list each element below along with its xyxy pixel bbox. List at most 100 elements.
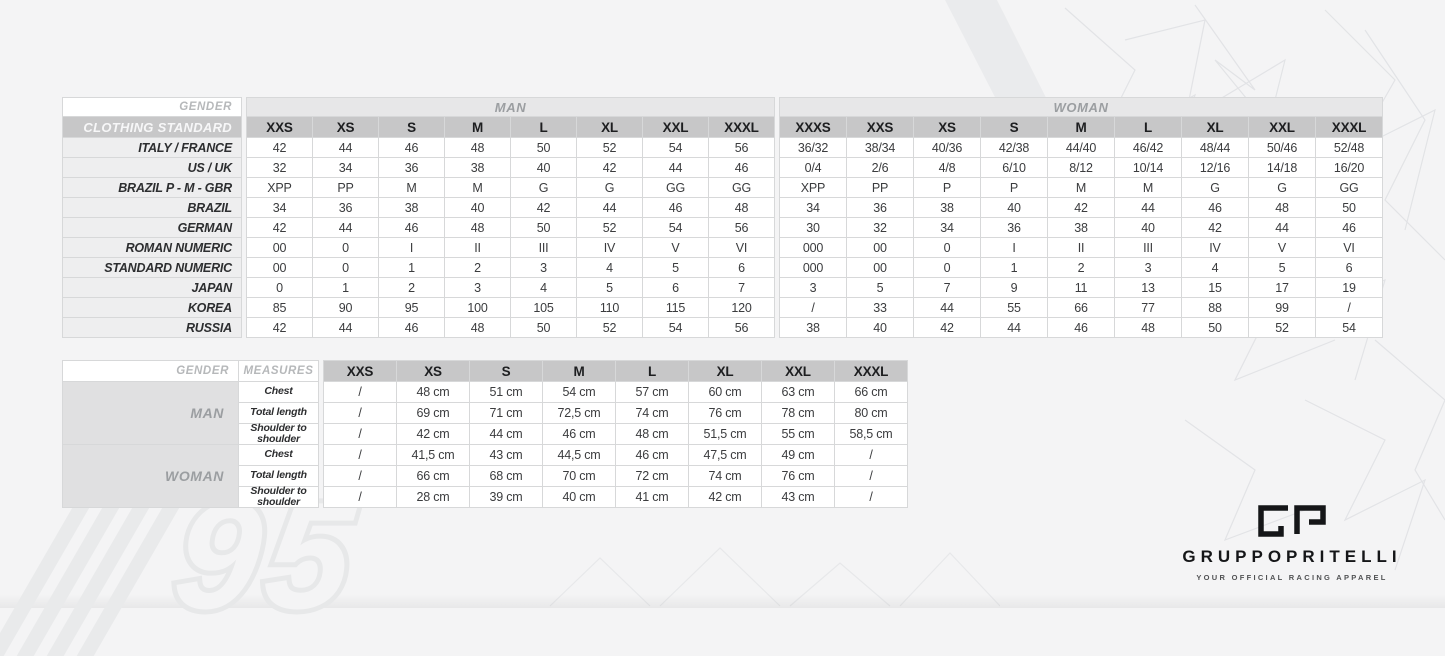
watermark-95: 95 [0,466,371,656]
measure-cell: 57 cm [616,382,688,402]
size-cell: 36 [379,158,444,177]
measure-cell: / [324,487,396,507]
gp-monogram-icon [1258,505,1326,537]
row-label: ITALY / FRANCE [63,138,241,157]
size-cell: 56 [709,318,774,337]
size-cell: GG [709,178,774,197]
size-cell: 42 [577,158,642,177]
row-label: JAPAN [63,278,241,297]
size-cell: 38 [445,158,510,177]
row-label: BRAZIL P - M - GBR [63,178,241,197]
row-label: GERMAN [63,218,241,237]
measure-cell: 41,5 cm [397,445,469,465]
size-cell: 46 [379,138,444,157]
size-cell: M [1048,178,1114,197]
size-cell: 40 [511,158,576,177]
size-cell: 40 [981,198,1047,217]
size-cell: 105 [511,298,576,317]
size-cell: 0 [914,258,980,277]
size-cell: 38 [379,198,444,217]
size-cell: 115 [643,298,708,317]
size-cell: 32 [847,218,913,237]
size-cell: 0 [914,238,980,257]
row-label: KOREA [63,298,241,317]
size-cell: 48 [1115,318,1181,337]
measure-cell: / [324,424,396,444]
size-cell: 33 [847,298,913,317]
measure-cell: 70 cm [543,466,615,486]
size-cell: G [1249,178,1315,197]
size-header: XXL [762,361,834,381]
size-cell: 54 [643,318,708,337]
size-cell: P [981,178,1047,197]
size-cell: III [511,238,576,257]
size-cell: 88 [1182,298,1248,317]
size-cell: 44 [914,298,980,317]
measure-cell: 72,5 cm [543,403,615,423]
row-label: RUSSIA [63,318,241,337]
size-conversion-table: GENDER CLOTHING STANDARD ITALY / FRANCE US … [62,97,1383,338]
size-cell: 54 [643,138,708,157]
size-table-labels-block: GENDER CLOTHING STANDARD ITALY / FRANCE US … [62,97,242,338]
size-cell: 1 [313,278,378,297]
size-cell: 3 [780,278,846,297]
size-header: XXS [847,117,913,137]
size-cell: 44 [313,218,378,237]
size-cell: 4 [511,278,576,297]
gender-header: GENDER [63,361,238,381]
size-cell: 38 [780,318,846,337]
measure-cell: 39 cm [470,487,542,507]
size-cell: XPP [780,178,846,197]
size-cell: 44 [577,198,642,217]
size-cell: I [981,238,1047,257]
measure-cell: 68 cm [470,466,542,486]
size-cell: 46 [1182,198,1248,217]
size-cell: 48 [709,198,774,217]
size-cell: 19 [1316,278,1382,297]
size-cell: 16/20 [1316,158,1382,177]
size-cell: 000 [780,258,846,277]
size-cell: 00 [847,258,913,277]
measure-cell: 48 cm [397,382,469,402]
size-cell: 50 [1316,198,1382,217]
size-cell: 36 [981,218,1047,237]
size-cell: 6 [643,278,708,297]
size-cell: 44 [981,318,1047,337]
size-cell: 46/42 [1115,138,1181,157]
measure-label: Total length [239,466,318,486]
size-cell: 6 [1316,258,1382,277]
gender-header: GENDER [63,98,241,116]
measure-cell: 44,5 cm [543,445,615,465]
size-header: S [470,361,542,381]
size-header: XXS [324,361,396,381]
size-cell: 4 [577,258,642,277]
size-cell: 42 [1182,218,1248,237]
size-cell: 44 [1115,198,1181,217]
size-cell: 44/40 [1048,138,1114,157]
size-cell: 3 [445,278,510,297]
size-cell: / [780,298,846,317]
size-cell: M [379,178,444,197]
size-cell: 48 [445,318,510,337]
measure-cell: 40 cm [543,487,615,507]
size-cell: 14/18 [1249,158,1315,177]
size-cell: 42 [247,218,312,237]
size-cell: 0 [313,238,378,257]
measure-cell: 66 cm [397,466,469,486]
size-cell: 00 [847,238,913,257]
size-cell: 99 [1249,298,1315,317]
size-cell: 46 [709,158,774,177]
size-cell: 42 [247,138,312,157]
measure-cell: 72 cm [616,466,688,486]
size-header: L [616,361,688,381]
size-cell: 4/8 [914,158,980,177]
measure-cell: 76 cm [762,466,834,486]
size-cell: 7 [709,278,774,297]
measure-cell: 71 cm [470,403,542,423]
size-cell: 6/10 [981,158,1047,177]
size-cell: 85 [247,298,312,317]
size-header: S [379,117,444,137]
size-cell: 5 [577,278,642,297]
size-cell: 48 [1249,198,1315,217]
size-cell: 0 [247,278,312,297]
